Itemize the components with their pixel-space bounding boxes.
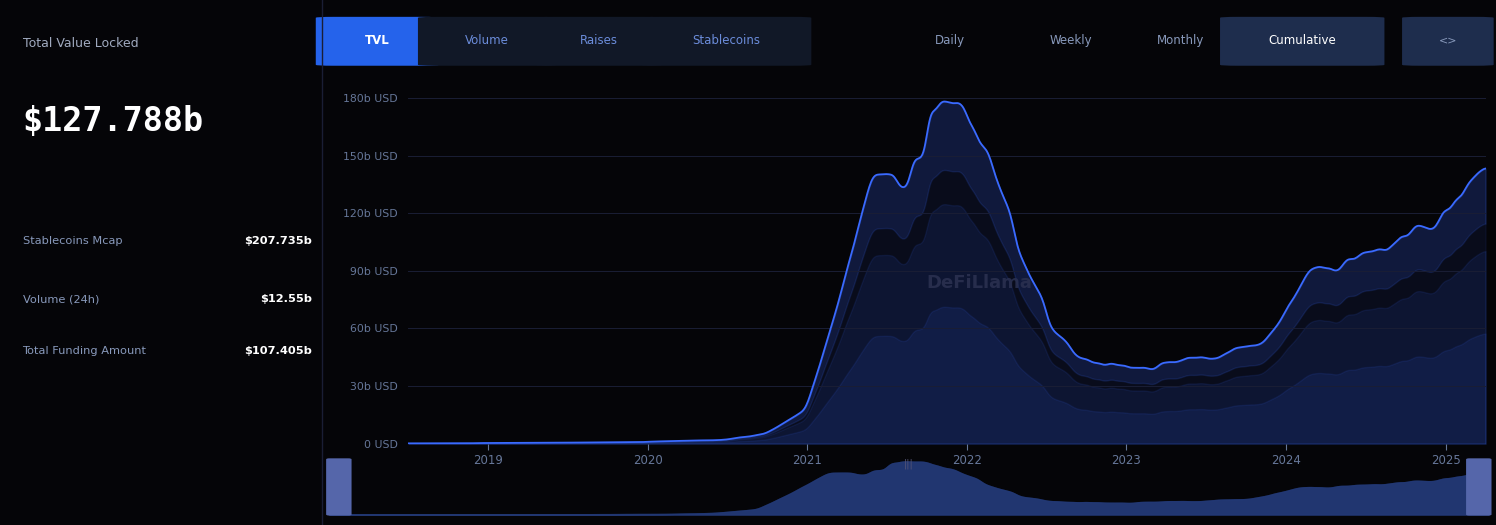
FancyBboxPatch shape: [316, 17, 440, 66]
Text: $127.788b: $127.788b: [22, 105, 203, 138]
Text: |||: |||: [904, 459, 914, 469]
FancyBboxPatch shape: [536, 17, 663, 66]
Text: TVL: TVL: [365, 34, 390, 47]
Text: Weekly: Weekly: [1050, 34, 1092, 47]
Text: Volume: Volume: [465, 34, 509, 47]
Text: Stablecoins: Stablecoins: [693, 34, 760, 47]
Text: $107.405b: $107.405b: [244, 346, 313, 356]
Text: <>: <>: [1439, 36, 1457, 46]
Text: DeFiLlama: DeFiLlama: [926, 274, 1032, 292]
FancyBboxPatch shape: [642, 17, 811, 66]
FancyBboxPatch shape: [417, 17, 557, 66]
Text: $207.735b: $207.735b: [244, 236, 313, 246]
Text: Monthly: Monthly: [1156, 34, 1204, 47]
FancyBboxPatch shape: [1221, 17, 1384, 66]
Text: Daily: Daily: [935, 34, 965, 47]
Text: Raises: Raises: [580, 34, 618, 47]
Text: Total Value Locked: Total Value Locked: [22, 37, 138, 50]
FancyBboxPatch shape: [1402, 17, 1493, 66]
Text: Total Funding Amount: Total Funding Amount: [22, 346, 147, 356]
Text: Stablecoins Mcap: Stablecoins Mcap: [22, 236, 123, 246]
Text: $12.55b: $12.55b: [260, 294, 313, 304]
Text: Cumulative: Cumulative: [1269, 34, 1336, 47]
Text: Volume (24h): Volume (24h): [22, 294, 99, 304]
